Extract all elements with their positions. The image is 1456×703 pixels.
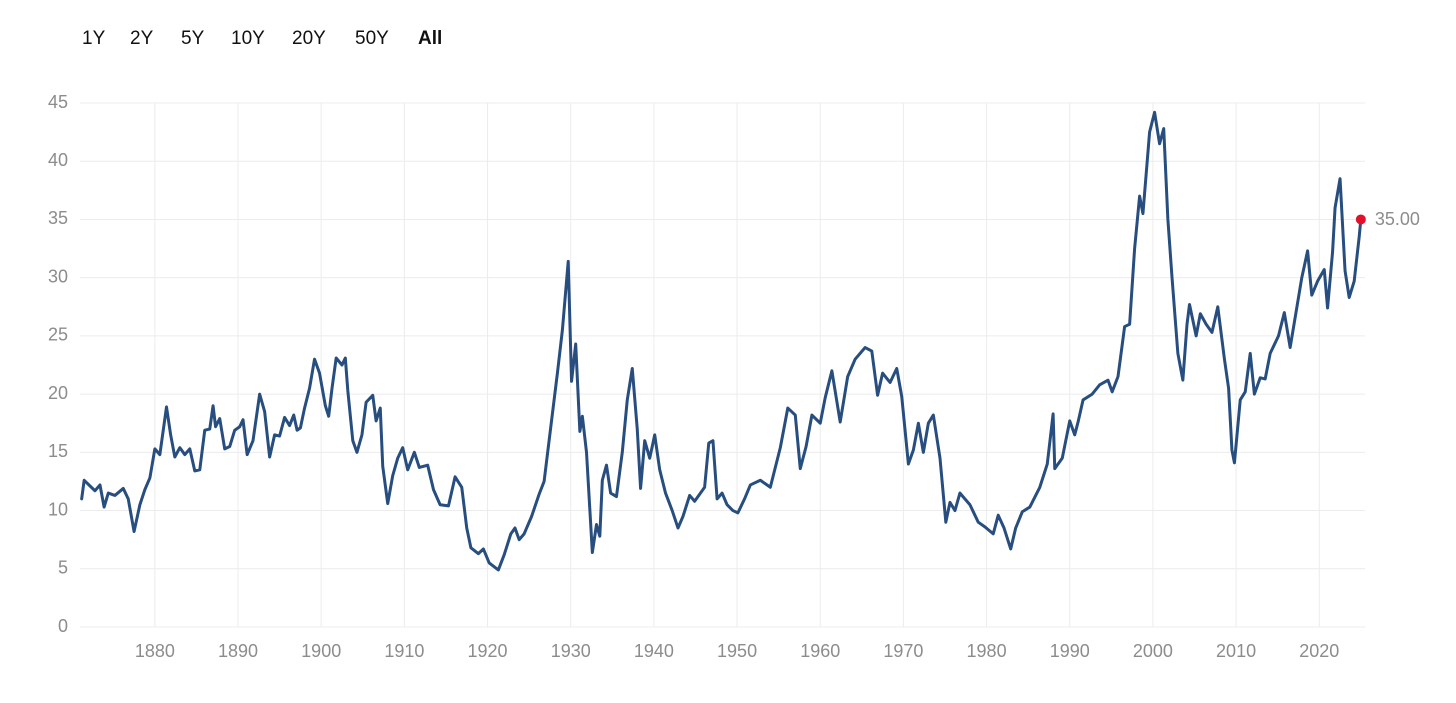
y-tick-label: 30 bbox=[48, 266, 68, 286]
end-marker bbox=[1355, 214, 1366, 225]
y-tick-label: 5 bbox=[58, 558, 68, 578]
x-tick-label: 1980 bbox=[967, 641, 1007, 661]
range-button[interactable]: 5Y bbox=[181, 28, 205, 49]
y-tick-label: 0 bbox=[58, 616, 68, 636]
value-label: 35.00 bbox=[1375, 209, 1420, 229]
x-tick-label: 2000 bbox=[1133, 641, 1173, 661]
range-button[interactable]: 1Y bbox=[82, 28, 106, 49]
x-tick-label: 1950 bbox=[717, 641, 757, 661]
y-tick-label: 20 bbox=[48, 383, 68, 403]
x-tick-label: 1910 bbox=[384, 641, 424, 661]
y-tick-label: 15 bbox=[48, 441, 68, 461]
y-tick-label: 40 bbox=[48, 150, 68, 170]
range-button[interactable]: 2Y bbox=[130, 28, 154, 49]
x-tick-label: 2010 bbox=[1216, 641, 1256, 661]
y-tick-label: 45 bbox=[48, 92, 68, 112]
range-button[interactable]: 10Y bbox=[231, 28, 265, 49]
x-tick-label: 1960 bbox=[800, 641, 840, 661]
x-tick-label: 1890 bbox=[218, 641, 258, 661]
x-tick-label: 1930 bbox=[551, 641, 591, 661]
x-tick-label: 1900 bbox=[301, 641, 341, 661]
range-button[interactable]: 20Y bbox=[292, 28, 326, 49]
x-tick-label: 1880 bbox=[135, 641, 175, 661]
range-button[interactable]: All bbox=[418, 28, 443, 49]
y-tick-label: 35 bbox=[48, 208, 68, 228]
x-tick-label: 1940 bbox=[634, 641, 674, 661]
line bbox=[80, 110, 1363, 572]
y-tick-label: 10 bbox=[48, 499, 68, 519]
range-button[interactable]: 50Y bbox=[355, 28, 389, 49]
x-tick-label: 1920 bbox=[468, 641, 508, 661]
x-tick-label: 1970 bbox=[883, 641, 923, 661]
x-tick-label: 1990 bbox=[1050, 641, 1090, 661]
y-tick-label: 25 bbox=[48, 325, 68, 345]
x-tick-label: 2020 bbox=[1299, 641, 1339, 661]
